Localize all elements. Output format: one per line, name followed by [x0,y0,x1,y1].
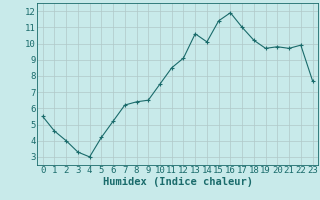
X-axis label: Humidex (Indice chaleur): Humidex (Indice chaleur) [103,177,252,187]
